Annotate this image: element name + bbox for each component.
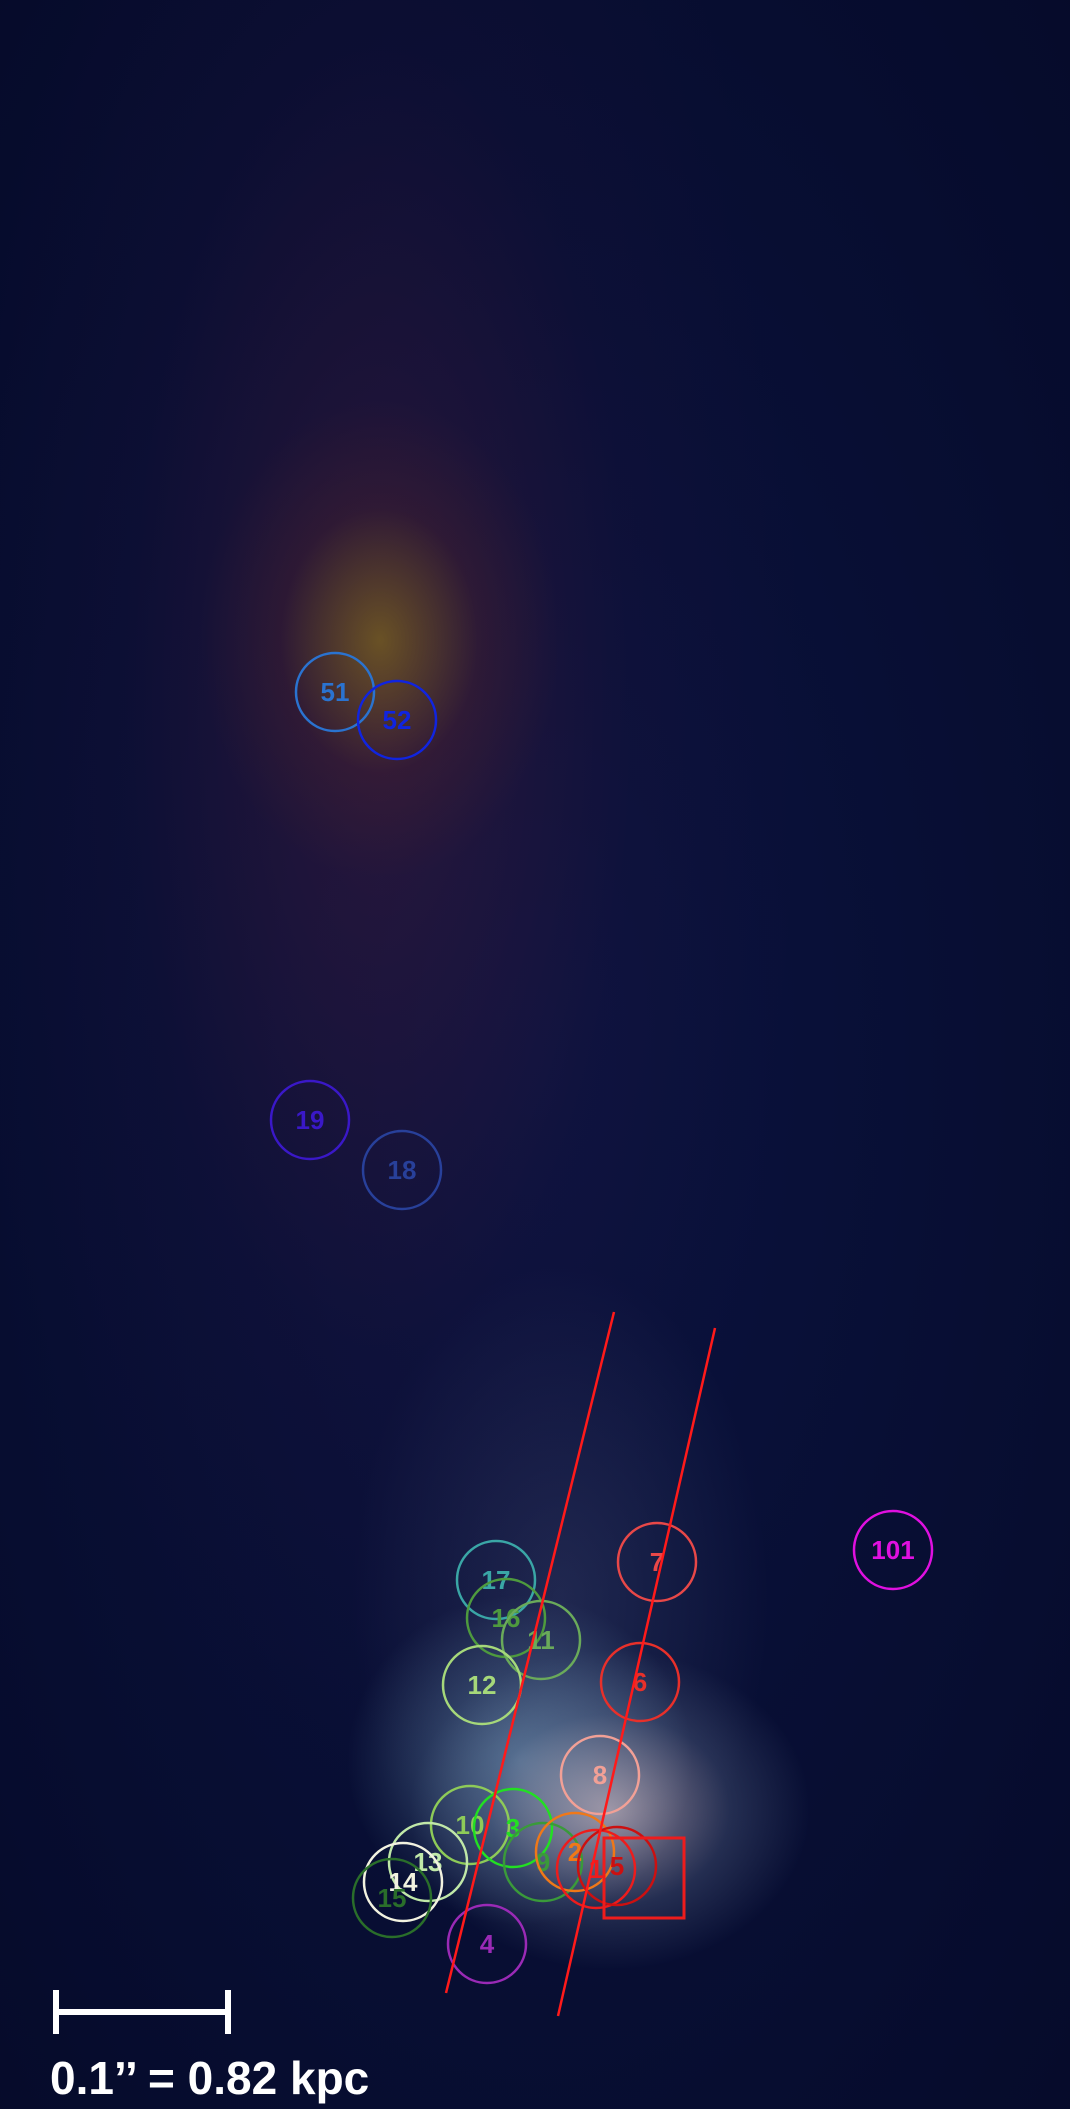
region-label: 16 — [492, 1603, 521, 1633]
region-label: 4 — [480, 1929, 495, 1959]
region-18: 18 — [361, 1129, 443, 1211]
region-label: 101 — [871, 1535, 914, 1565]
scale-bar — [53, 1990, 231, 2034]
region-circle — [429, 1784, 511, 1866]
region-5: 5 — [576, 1825, 658, 1907]
region-label: 10 — [456, 1810, 485, 1840]
region-7: 7 — [616, 1521, 698, 1603]
region-circle — [455, 1539, 537, 1621]
region-label: 14 — [389, 1867, 418, 1897]
region-14: 14 — [362, 1841, 444, 1923]
region-circle — [294, 651, 376, 733]
region-label: 51 — [321, 677, 350, 707]
region-circle — [555, 1828, 637, 1910]
region-circle — [616, 1521, 698, 1603]
region-circle — [534, 1811, 616, 1893]
region-circle — [576, 1825, 658, 1907]
region-8: 8 — [559, 1734, 641, 1816]
region-circle — [599, 1641, 681, 1723]
region-15: 15 — [351, 1857, 433, 1939]
region-label: 18 — [388, 1155, 417, 1185]
region-circle — [502, 1821, 584, 1903]
region-101: 101 — [852, 1509, 934, 1591]
region-circle — [362, 1841, 444, 1923]
region-circle — [269, 1079, 351, 1161]
region-circle — [351, 1857, 433, 1939]
region-label: 19 — [296, 1105, 325, 1135]
scale-label: 0.1’’ = 0.82 kpc — [50, 2052, 370, 2104]
region-51: 51 — [294, 651, 376, 733]
region-label: 15 — [378, 1883, 407, 1913]
region-16: 16 — [465, 1577, 547, 1659]
region-12: 12 — [441, 1644, 523, 1726]
region-3: 3 — [472, 1787, 554, 1869]
region-52: 52 — [356, 679, 438, 761]
region-circle — [472, 1787, 554, 1869]
region-circle — [387, 1821, 469, 1903]
region-label: 5 — [610, 1851, 624, 1881]
slit-edge-left — [444, 1311, 616, 1994]
region-label: 3 — [506, 1813, 520, 1843]
region-circle — [500, 1599, 582, 1681]
region-circle — [361, 1129, 443, 1211]
region-label: 8 — [593, 1760, 607, 1790]
region-19: 19 — [269, 1079, 351, 1161]
region-circle — [356, 679, 438, 761]
region-circle — [852, 1509, 934, 1591]
region-circle — [559, 1734, 641, 1816]
region-label: 12 — [468, 1670, 497, 1700]
region-label: 52 — [383, 705, 412, 735]
region-circle — [446, 1903, 528, 1985]
source-box-marker — [602, 1836, 686, 1920]
region-10: 10 — [429, 1784, 511, 1866]
region-4: 4 — [446, 1903, 528, 1985]
slit-edge-right — [556, 1327, 717, 2017]
